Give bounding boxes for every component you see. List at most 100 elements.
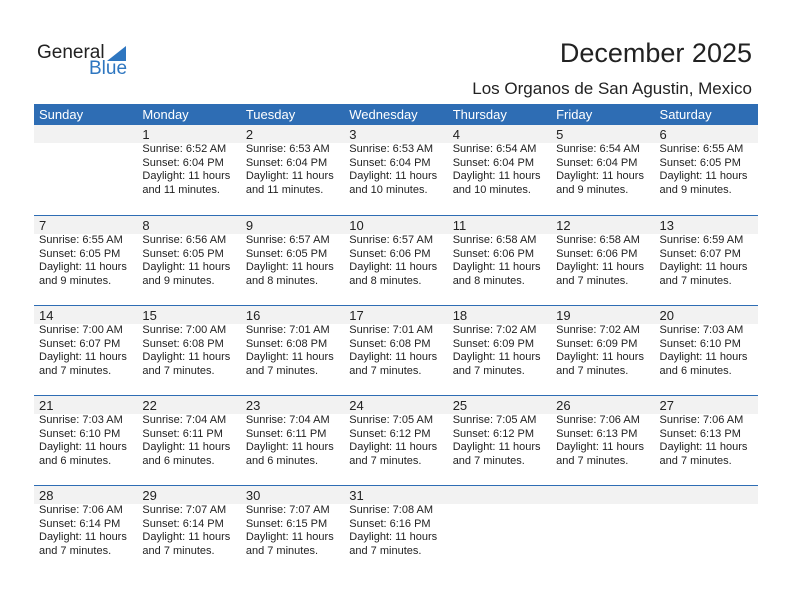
sunrise-time: Sunrise: 6:55 AM	[659, 143, 744, 155]
week-row: 21 Sunrise: 7:03 AM Sunset: 6:10 PM Dayligh…	[34, 395, 758, 485]
empty-cell	[34, 125, 137, 215]
day-number: 27	[659, 398, 674, 413]
day-number: 3	[349, 127, 357, 142]
sunset-time: Sunset: 6:06 PM	[452, 247, 535, 260]
sunset-time: Sunset: 6:09 PM	[556, 337, 638, 350]
week-row: 28 Sunrise: 7:06 AM Sunset: 6:14 PM Dayligh…	[34, 485, 758, 575]
sunset-time: Sunset: 6:09 PM	[452, 337, 535, 350]
daylight-minutes: and 7 minutes.	[349, 544, 422, 557]
day-number: 13	[659, 218, 674, 233]
daylight-hours: Daylight: 11 hours	[659, 351, 748, 363]
week-row: 1 Sunrise: 6:52 AM Sunset: 6:04 PM Daylight…	[34, 125, 758, 215]
location-subtitle: Los Organos de San Agustin, Mexico	[472, 79, 752, 98]
sunrise-time: Sunrise: 6:52 AM	[142, 143, 227, 155]
daylight-minutes: and 7 minutes.	[245, 364, 318, 377]
day-number: 26	[556, 398, 571, 413]
logo-word-general: General	[37, 42, 105, 63]
daylight-hours: Daylight: 11 hours	[452, 351, 541, 363]
daylight-minutes: and 11 minutes.	[142, 183, 220, 196]
sunset-time: Sunset: 6:13 PM	[556, 427, 638, 440]
sunset-time: Sunset: 6:07 PM	[659, 247, 741, 260]
day-number: 24	[349, 398, 364, 413]
empty-cell	[655, 486, 758, 575]
daylight-hours: Daylight: 11 hours	[349, 261, 438, 273]
weekday-header: Sunday Monday Tuesday Wednesday Thursday Frid…	[34, 104, 758, 125]
sunset-time: Sunset: 6:11 PM	[245, 427, 327, 440]
day-cell: 2 Sunrise: 6:53 AM Sunset: 6:04 PM Daylight…	[241, 125, 344, 215]
calendar-grid: Sunday Monday Tuesday Wednesday Thursday Frid…	[34, 104, 758, 575]
daylight-hours: Daylight: 11 hours	[142, 261, 231, 273]
sunset-time: Sunset: 6:05 PM	[142, 247, 224, 260]
daylight-minutes: and 11 minutes.	[245, 183, 324, 196]
sunrise-time: Sunrise: 6:59 AM	[659, 234, 744, 246]
weekday-saturday: Saturday	[659, 107, 712, 122]
daylight-hours: Daylight: 11 hours	[556, 261, 644, 273]
empty-cell	[448, 486, 551, 575]
weekday-tuesday: Tuesday	[245, 107, 296, 122]
daylight-minutes: and 8 minutes.	[349, 274, 422, 287]
day-number: 19	[556, 308, 571, 323]
day-number: 11	[452, 218, 467, 233]
sunset-time: Sunset: 6:05 PM	[245, 247, 328, 260]
daylight-minutes: and 7 minutes.	[556, 364, 629, 377]
daylight-minutes: and 9 minutes.	[659, 183, 732, 196]
day-cell: 4 Sunrise: 6:54 AM Sunset: 6:04 PM Daylight…	[448, 125, 551, 215]
daylight-hours: Daylight: 11 hours	[452, 261, 541, 273]
week-row: 7 Sunrise: 6:55 AM Sunset: 6:05 PM Daylight…	[34, 215, 758, 305]
day-cell: 15 Sunrise: 7:00 AM Sunset: 6:08 PM Dayligh…	[137, 306, 240, 395]
daylight-hours: Daylight: 11 hours	[142, 351, 231, 363]
sunrise-time: Sunrise: 7:04 AM	[245, 414, 330, 426]
sunset-time: Sunset: 6:05 PM	[659, 156, 741, 169]
day-number: 4	[452, 127, 460, 142]
sunset-time: Sunset: 6:13 PM	[659, 427, 741, 440]
daylight-minutes: and 6 minutes.	[142, 454, 215, 467]
sunset-time: Sunset: 6:06 PM	[349, 247, 431, 260]
sunrise-time: Sunrise: 6:58 AM	[452, 234, 537, 246]
daylight-minutes: and 6 minutes.	[659, 364, 732, 377]
sunrise-time: Sunrise: 7:06 AM	[556, 414, 640, 426]
daylight-minutes: and 7 minutes.	[142, 364, 215, 377]
daylight-minutes: and 10 minutes.	[349, 183, 428, 196]
day-number: 21	[39, 398, 54, 413]
sunrise-time: Sunrise: 7:03 AM	[39, 414, 123, 426]
day-number: 9	[245, 218, 254, 233]
daylight-hours: Daylight: 11 hours	[556, 441, 644, 453]
sunset-time: Sunset: 6:16 PM	[349, 517, 431, 530]
daylight-minutes: and 7 minutes.	[349, 364, 422, 377]
daylight-minutes: and 7 minutes.	[245, 544, 318, 557]
daylight-minutes: and 7 minutes.	[659, 454, 732, 467]
daylight-hours: Daylight: 11 hours	[39, 261, 127, 273]
daylight-minutes: and 9 minutes.	[142, 274, 215, 287]
day-number: 8	[142, 218, 150, 233]
day-number: 14	[39, 308, 54, 323]
sunset-time: Sunset: 6:10 PM	[659, 337, 741, 350]
sunrise-time: Sunrise: 6:57 AM	[349, 234, 434, 246]
daylight-minutes: and 7 minutes.	[556, 274, 629, 287]
daylight-hours: Daylight: 11 hours	[452, 170, 541, 182]
sunrise-time: Sunrise: 6:54 AM	[452, 143, 537, 155]
logo-triangle-icon	[107, 46, 126, 61]
sunrise-time: Sunrise: 7:05 AM	[349, 414, 434, 426]
sunset-time: Sunset: 6:04 PM	[142, 156, 224, 169]
logo-word-blue: Blue	[89, 58, 128, 79]
sunrise-time: Sunrise: 6:57 AM	[245, 234, 330, 246]
sunset-time: Sunset: 6:04 PM	[452, 156, 535, 169]
page-title: December 2025	[559, 38, 752, 68]
day-cell: 7 Sunrise: 6:55 AM Sunset: 6:05 PM Daylight…	[34, 216, 137, 305]
sunrise-time: Sunrise: 6:53 AM	[349, 143, 434, 155]
daylight-hours: Daylight: 11 hours	[39, 441, 127, 453]
daylight-minutes: and 7 minutes.	[452, 364, 525, 377]
day-number: 30	[245, 488, 261, 503]
day-number: 25	[452, 398, 468, 413]
sunrise-time: Sunrise: 7:07 AM	[142, 504, 227, 516]
sunrise-time: Sunrise: 6:58 AM	[556, 234, 640, 246]
daylight-hours: Daylight: 11 hours	[245, 531, 334, 543]
sunrise-time: Sunrise: 7:06 AM	[39, 504, 123, 516]
sunrise-time: Sunrise: 6:54 AM	[556, 143, 640, 155]
sunrise-time: Sunrise: 7:01 AM	[245, 324, 330, 336]
daylight-hours: Daylight: 11 hours	[39, 351, 127, 363]
day-number: 23	[245, 398, 261, 413]
day-cell: 20 Sunrise: 7:03 AM Sunset: 6:10 PM Dayligh…	[655, 306, 758, 395]
day-number: 1	[142, 127, 150, 142]
